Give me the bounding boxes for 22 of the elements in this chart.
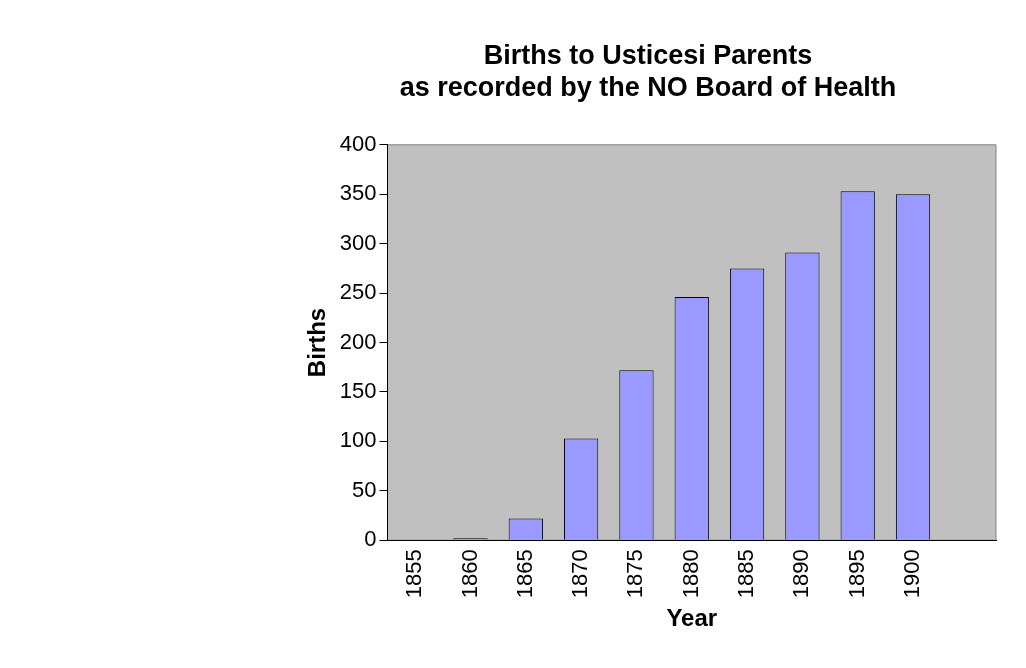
y-tick-label: 350 (339, 180, 377, 206)
y-axis-title: Births (303, 307, 331, 378)
x-tick-label: 1885 (733, 549, 759, 599)
x-tick-label: 1860 (456, 549, 482, 599)
x-tick-label: 1865 (511, 549, 537, 599)
x-tick-label: 1880 (677, 549, 703, 599)
y-tick-label: 200 (339, 328, 377, 354)
y-tick-label: 300 (339, 229, 377, 255)
y-tick-label: 0 (364, 526, 377, 552)
x-axis-title: Year (666, 604, 718, 632)
y-tick-label: 100 (339, 427, 377, 453)
y-tick-label: 150 (339, 378, 377, 404)
x-tick-label: 1900 (899, 549, 925, 599)
y-tick-label: 250 (339, 279, 377, 305)
x-tick-label: 1870 (567, 549, 593, 599)
x-tick-label: 1875 (622, 549, 648, 599)
y-tick-label: 400 (339, 130, 377, 156)
x-tick-label: 1890 (788, 549, 814, 599)
y-tick-label: 50 (352, 476, 377, 502)
x-tick-label: 1855 (401, 549, 427, 599)
x-tick-label: 1895 (843, 549, 869, 599)
chart-title: Births to Usticesi Parents as recorded by the NO Board of Health (399, 39, 897, 103)
